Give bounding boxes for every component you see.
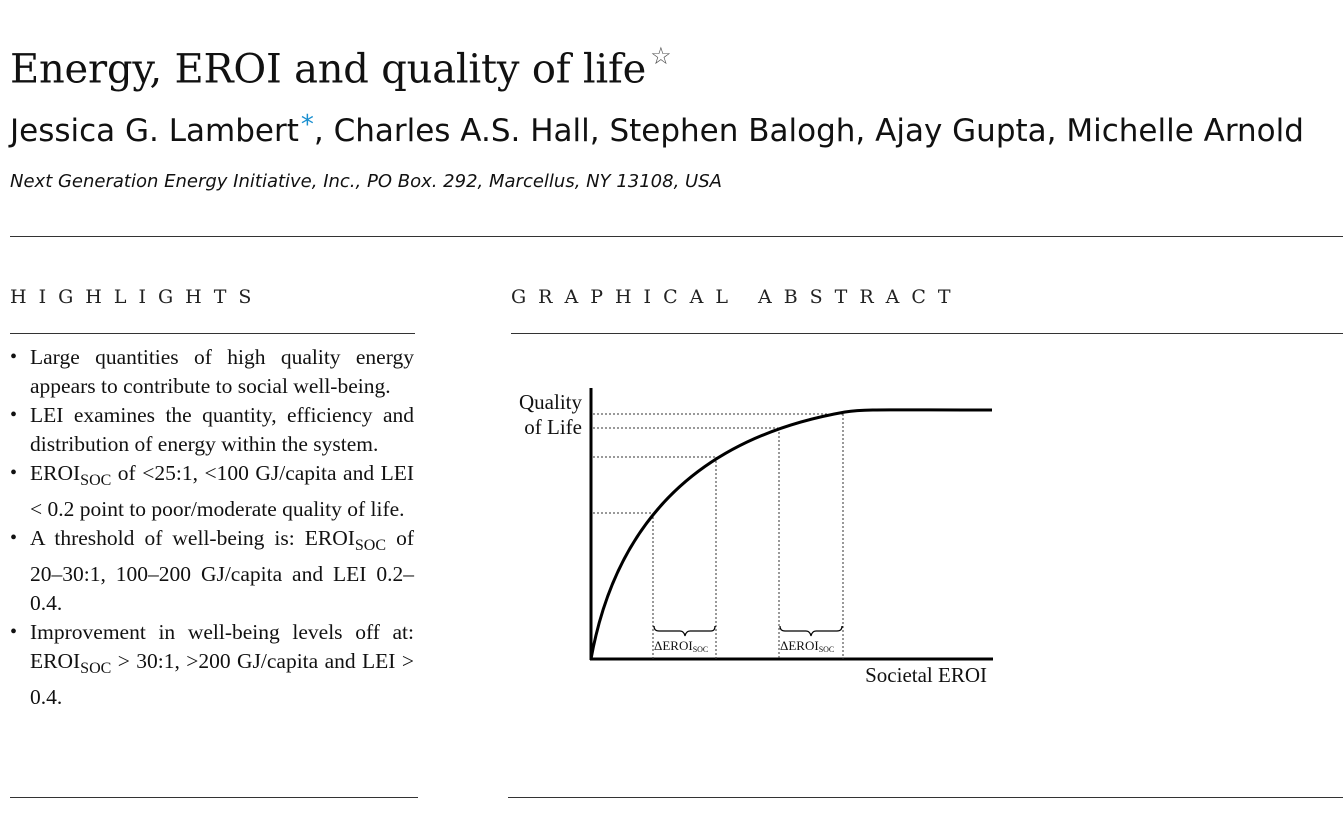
highlight-item: • EROISOC of <25:1, <100 GJ/capita and LE… xyxy=(10,459,414,524)
brace-1 xyxy=(653,625,716,637)
article-title: Energy, EROI and quality of life ☆ xyxy=(10,34,672,95)
highlights-list: • Large quantities of high quality energy… xyxy=(10,343,414,712)
highlight-text: of 20–30:1, 100–200 GJ/capita and LEI 0.… xyxy=(30,526,414,615)
delta-eroi-label-2: ΔEROISOC xyxy=(780,638,834,654)
author-list: Jessica G. Lambert*, Charles A.S. Hall, … xyxy=(10,110,1304,152)
highlights-heading: HIGHLIGHTS xyxy=(10,286,264,308)
bullet-icon: • xyxy=(10,404,18,426)
subscript-soc: SOC xyxy=(80,660,112,677)
highlight-text: EROI xyxy=(30,461,81,485)
affiliation: Next Generation Energy Initiative, Inc.,… xyxy=(10,171,722,192)
bullet-icon: • xyxy=(10,346,18,368)
author-list-rest: , Charles A.S. Hall, Stephen Balogh, Aja… xyxy=(313,113,1304,149)
highlights-bottom-rule xyxy=(10,797,418,798)
quality-of-life-curve xyxy=(589,408,993,660)
highlights-top-rule xyxy=(10,333,415,334)
title-footnote-star-icon[interactable]: ☆ xyxy=(650,42,672,70)
highlight-text: > 30:1, >200 GJ/capita and LEI > 0.4. xyxy=(30,649,414,709)
guide-lines xyxy=(593,413,844,659)
highlight-text: A threshold of well-being is: EROI xyxy=(30,526,355,550)
highlight-text: of <25:1, <100 GJ/capita and LEI < 0.2 p… xyxy=(30,461,414,521)
delta-eroi-main-2: ΔEROI xyxy=(780,638,819,653)
delta-eroi-main-1: ΔEROI xyxy=(654,638,693,653)
header-divider xyxy=(10,236,1343,237)
bullet-icon: • xyxy=(10,621,18,643)
bullet-icon: • xyxy=(10,527,18,549)
graphical-abstract-top-rule xyxy=(511,333,1343,334)
corresponding-author-asterisk-icon[interactable]: * xyxy=(300,110,314,140)
article-title-text: Energy, EROI and quality of life xyxy=(10,46,647,93)
highlight-item: • LEI examines the quantity, efficiency a… xyxy=(10,401,414,459)
highlight-item: • A threshold of well-being is: EROISOC o… xyxy=(10,524,414,618)
y-axis-label-line1: Quality xyxy=(519,390,582,414)
highlight-text: Improvement in well-being levels off at:… xyxy=(30,620,414,673)
graphical-abstract-figure: Quality of Life ΔEROISOC ΔEROISOC Societ… xyxy=(519,388,993,687)
subscript-soc: SOC xyxy=(354,537,387,554)
bullet-icon: • xyxy=(10,462,18,484)
highlight-item: • Improvement in well-being levels off at… xyxy=(10,618,414,712)
graphical-abstract-heading: GRAPHICAL ABSTRACT xyxy=(511,286,963,308)
highlight-item: • Large quantities of high quality energy… xyxy=(10,343,414,401)
x-axis-label: Societal EROI xyxy=(865,663,987,687)
highlight-text: Large quantities of high quality energy … xyxy=(30,345,414,398)
delta-eroi-sub-2: SOC xyxy=(819,645,835,654)
highlight-text: LEI examines the quantity, efficiency an… xyxy=(30,403,414,456)
author-corresponding[interactable]: Jessica G. Lambert xyxy=(10,113,299,149)
brace-2 xyxy=(779,625,843,637)
y-axis-label-line2: of Life xyxy=(524,415,582,439)
subscript-soc: SOC xyxy=(80,472,112,489)
graphical-abstract-bottom-rule xyxy=(508,797,1343,798)
delta-eroi-label-1: ΔEROISOC xyxy=(654,638,708,654)
delta-eroi-sub-1: SOC xyxy=(693,645,709,654)
